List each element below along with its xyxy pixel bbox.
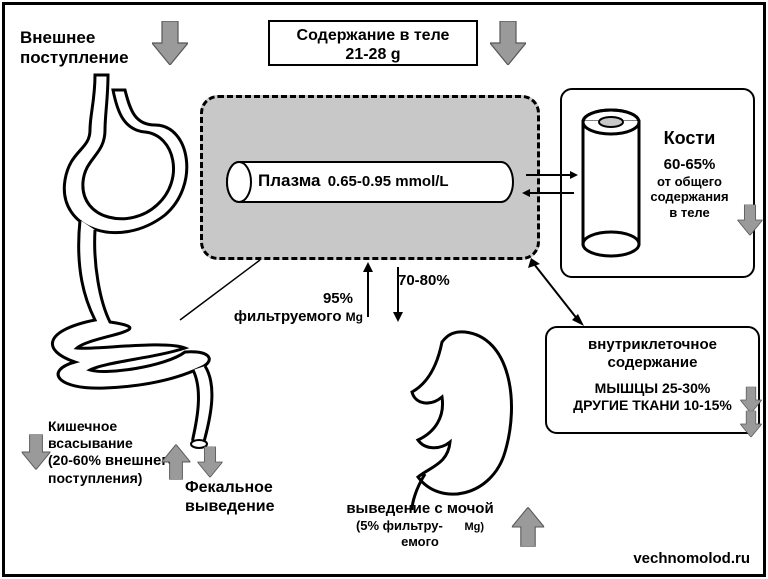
external-intake-label: Внешнее поступление	[20, 28, 129, 69]
arrow-plasma-intracell	[528, 258, 588, 330]
arrow-top-2	[490, 21, 526, 65]
watermark: vechnomolod.ru	[633, 550, 750, 567]
arrow-urine	[512, 507, 544, 547]
arrows-plasma-bones	[522, 165, 578, 205]
kidney-pct: 70-80%	[398, 272, 450, 290]
reabsorb-text: 95% фильтруемого Mg	[213, 290, 363, 326]
title-box: Содержание в теле 21-28 g	[268, 20, 478, 66]
title-line1: Содержание в теле	[270, 26, 476, 45]
kidney	[370, 322, 515, 512]
bone-cylinder	[580, 108, 642, 258]
intracell-box: внутриклеточное содержание МЫШЦЫ 25-30% …	[545, 326, 760, 434]
arrow-intestinal-up	[162, 444, 191, 479]
plasma-label: Плазма 0.65-0.95 mmol/L	[258, 171, 449, 191]
arrow-bones	[737, 205, 762, 236]
intestinal-text: Кишечное всасывание (20-60% внешнего пос…	[48, 418, 177, 486]
fecal-text: Фекальное выведение	[185, 478, 274, 516]
arrow-intestinal-down	[22, 434, 51, 469]
arrow-intracell-1	[740, 387, 762, 413]
arrow-fecal	[197, 447, 222, 478]
arrow-top-1	[152, 21, 188, 65]
title-line2: 21-28 g	[270, 45, 476, 64]
bones-text: Кости 60-65% от общего содержания в теле	[642, 128, 737, 220]
arrow-intracell-2	[740, 411, 762, 437]
urine-text: выведение с мочой (5% фильтру- Mg) емого	[330, 500, 510, 550]
arrow-down-kidney	[388, 262, 408, 322]
